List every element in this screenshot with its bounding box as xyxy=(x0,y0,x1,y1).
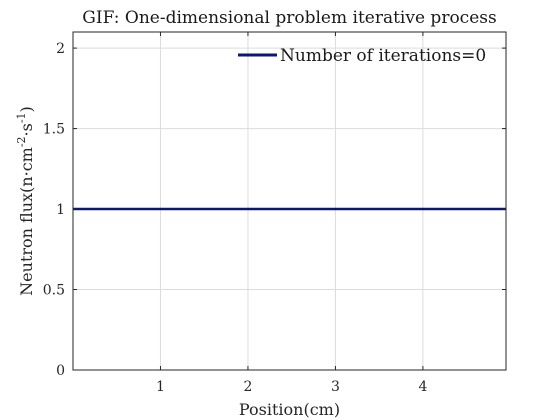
x-tick-label: 3 xyxy=(331,379,340,395)
ticks: 1 2 3 4 0 0.5 1 1.5 2 xyxy=(43,32,506,395)
x-tick-label: 2 xyxy=(243,379,252,395)
legend-label: Number of iterations=0 xyxy=(280,46,486,66)
y-tick-label: 0 xyxy=(56,363,65,379)
y-label-prefix: Neutron flux(n·cm xyxy=(17,147,36,296)
y-tick-label: 1.5 xyxy=(43,122,65,138)
axes-box xyxy=(73,32,506,370)
y-label-exp2: -1 xyxy=(15,112,28,123)
legend: Number of iterations=0 xyxy=(238,46,486,66)
y-label-suffix: ) xyxy=(17,106,36,112)
grid xyxy=(73,32,506,370)
y-tick-label: 1 xyxy=(56,202,65,218)
x-tick-label: 4 xyxy=(418,379,427,395)
x-tick-label: 1 xyxy=(156,379,165,395)
chart-title: GIF: One-dimensional problem iterative p… xyxy=(82,8,496,28)
y-label-middle: ·s xyxy=(17,123,36,136)
y-label-exp1: -2 xyxy=(15,136,28,147)
y-tick-label: 2 xyxy=(56,41,65,57)
x-axis-label: Position(cm) xyxy=(239,400,340,419)
y-axis-label: Neutron flux(n·cm-2·s-1) xyxy=(15,106,36,296)
y-tick-label: 0.5 xyxy=(43,283,65,299)
